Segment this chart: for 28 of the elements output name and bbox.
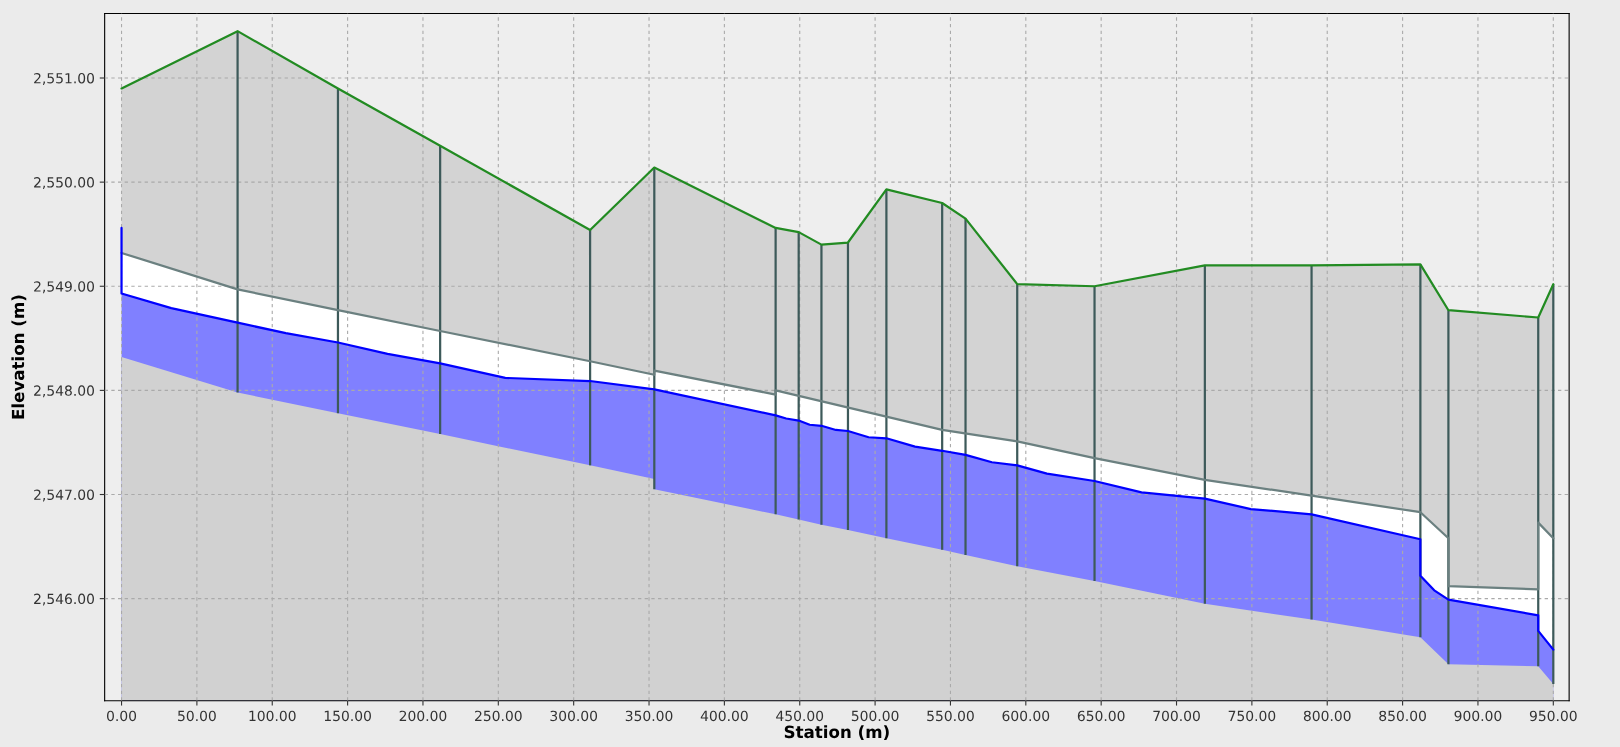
x-tick-label: 650.00 [1077,710,1125,722]
x-tick-label: 850.00 [1379,710,1426,722]
y-tick-label: 2,549.00 [34,281,95,294]
x-tick-label: 350.00 [625,710,673,722]
y-tick-label: 2,550.00 [34,177,95,190]
x-tick-label: 950.00 [1529,710,1577,722]
x-tick-label: 600.00 [1002,710,1050,722]
y-tick-label: 2,546.00 [34,593,95,606]
x-tick-label: 250.00 [475,710,522,722]
x-axis-title: Station (m) [784,725,889,741]
x-tick-label: 500.00 [851,710,899,722]
y-tick-label: 2,548.00 [34,385,95,398]
y-axis-title: Elevation (m) [11,295,27,419]
x-tick-label: 50.00 [178,710,216,722]
x-tick-label: 300.00 [550,710,598,722]
x-tick-label: 0.00 [106,710,137,722]
x-tick-label: 400.00 [700,710,748,722]
x-tick-label: 900.00 [1454,710,1502,722]
x-tick-label: 450.00 [776,710,824,722]
y-tick-label: 2,547.00 [34,489,95,502]
x-tick-label: 800.00 [1303,710,1351,722]
x-tick-label: 200.00 [399,710,447,722]
x-tick-label: 150.00 [324,710,371,722]
x-tick-label: 700.00 [1153,710,1200,722]
x-tick-label: 100.00 [249,710,296,722]
x-tick-label: 750.00 [1228,710,1276,722]
x-tick-label: 550.00 [927,710,974,722]
y-tick-label: 2,551.00 [34,72,95,85]
